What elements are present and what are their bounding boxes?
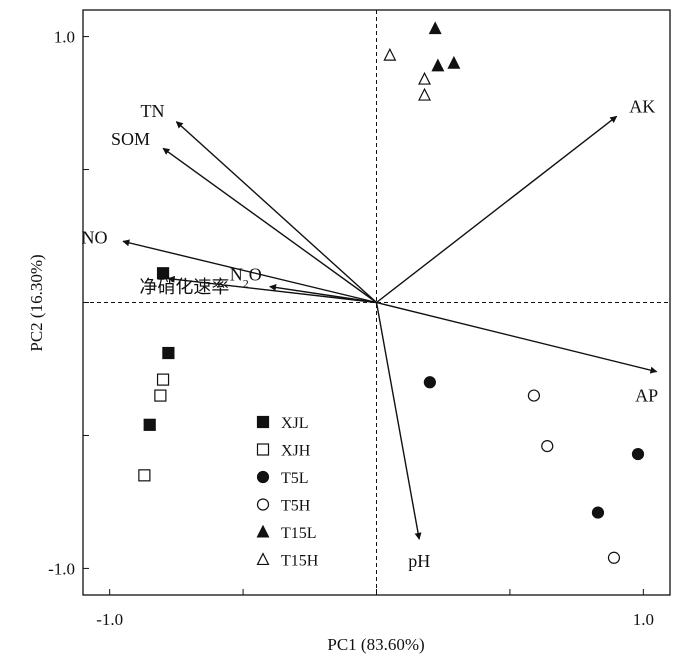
loading-arrow xyxy=(376,115,618,304)
data-point xyxy=(631,447,645,461)
y-tick-label: -1.0 xyxy=(48,559,75,578)
data-point xyxy=(156,267,170,280)
data-point xyxy=(431,58,445,72)
legend-label: XJH xyxy=(281,443,311,460)
legend-label: XJL xyxy=(281,415,309,432)
data-point xyxy=(428,21,442,35)
legend-marker xyxy=(256,443,270,456)
loading-label: 净硝化速率 xyxy=(139,277,229,297)
data-point xyxy=(447,55,461,69)
loading-label: NO xyxy=(81,228,107,248)
loading-arrow xyxy=(375,302,422,540)
data-point xyxy=(156,373,170,386)
loading-label: pH xyxy=(408,551,430,571)
legend-marker xyxy=(256,415,270,429)
data-point xyxy=(607,551,621,564)
data-point xyxy=(143,418,156,431)
x-tick-label: 1.0 xyxy=(633,610,654,629)
x-axis-title: PC1 (83.60%) xyxy=(327,635,424,654)
loading-arrow xyxy=(162,147,377,304)
x-tick-label: -1.0 xyxy=(96,610,123,629)
legend-marker xyxy=(256,552,270,566)
loading-label: AK xyxy=(629,97,655,117)
legend-label: T15H xyxy=(281,553,319,570)
data-point xyxy=(138,469,151,482)
loading-arrow xyxy=(122,239,377,304)
loading-arrow xyxy=(167,275,377,304)
data-point xyxy=(418,87,432,101)
data-point xyxy=(591,506,605,519)
loading-arrow xyxy=(376,301,658,374)
loading-label: SOM xyxy=(111,129,150,149)
legend-marker xyxy=(256,470,270,484)
legend-label: T5L xyxy=(281,470,309,487)
legend-label: T5H xyxy=(281,498,311,515)
legend-marker xyxy=(256,498,270,511)
data-point xyxy=(541,439,554,453)
data-point xyxy=(423,376,436,389)
loading-arrow xyxy=(175,121,377,304)
loading-label: TN xyxy=(141,101,165,121)
loading-label: AP xyxy=(635,386,658,406)
data-point xyxy=(154,389,167,402)
data-point xyxy=(527,389,541,402)
y-axis-title: PC2 (16.30%) xyxy=(27,254,46,351)
legend-label: T15L xyxy=(281,525,317,542)
loading-label: N2O xyxy=(230,265,262,291)
y-tick-label: 1.0 xyxy=(54,28,75,47)
legend-marker xyxy=(256,524,270,538)
data-point xyxy=(162,346,175,360)
data-point xyxy=(383,47,397,61)
data-point xyxy=(418,71,432,85)
